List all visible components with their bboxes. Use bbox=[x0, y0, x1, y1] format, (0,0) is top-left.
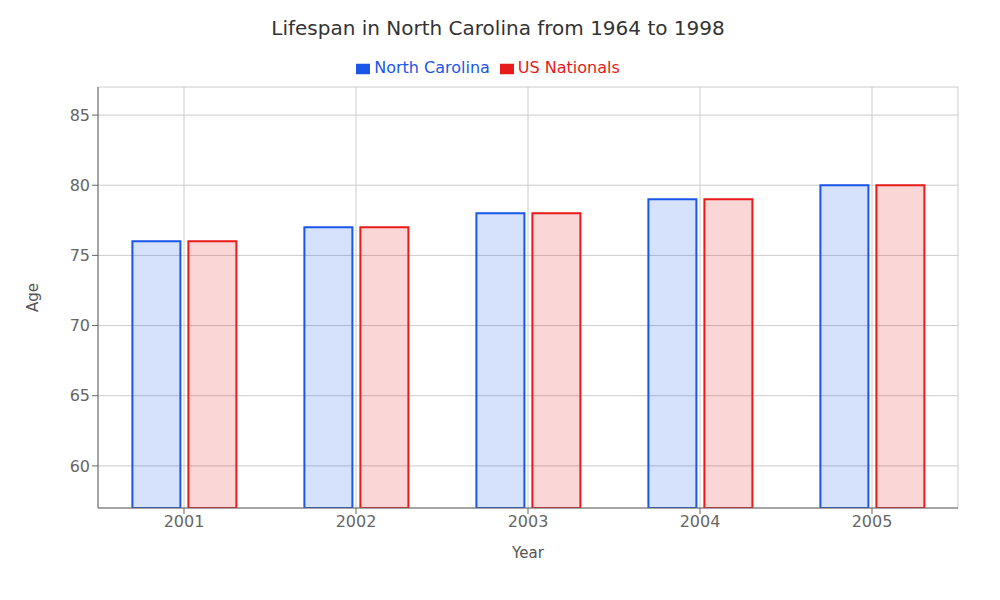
svg-text:60: 60 bbox=[70, 457, 90, 476]
svg-text:Year: Year bbox=[511, 544, 545, 562]
svg-text:80: 80 bbox=[70, 176, 90, 195]
html-text:Lifespan in North Carolina fro: Lifespan in North Carolina from 1964 to … bbox=[271, 16, 725, 40]
svg-text:70: 70 bbox=[70, 316, 90, 335]
svg-text:2003: 2003 bbox=[508, 512, 549, 531]
svg-text:2004: 2004 bbox=[680, 512, 721, 531]
html-text:US Nationals: US Nationals bbox=[517, 58, 620, 77]
svg-text:Age: Age bbox=[24, 283, 42, 312]
svg-text:85: 85 bbox=[70, 106, 90, 125]
html-text:North Carolina: North Carolina bbox=[374, 58, 490, 77]
svg-text:2005: 2005 bbox=[852, 512, 893, 531]
svg-text:65: 65 bbox=[70, 386, 90, 405]
svg-text:2001: 2001 bbox=[164, 512, 205, 531]
svg-text:75: 75 bbox=[70, 246, 90, 265]
svg-text:2002: 2002 bbox=[336, 512, 377, 531]
